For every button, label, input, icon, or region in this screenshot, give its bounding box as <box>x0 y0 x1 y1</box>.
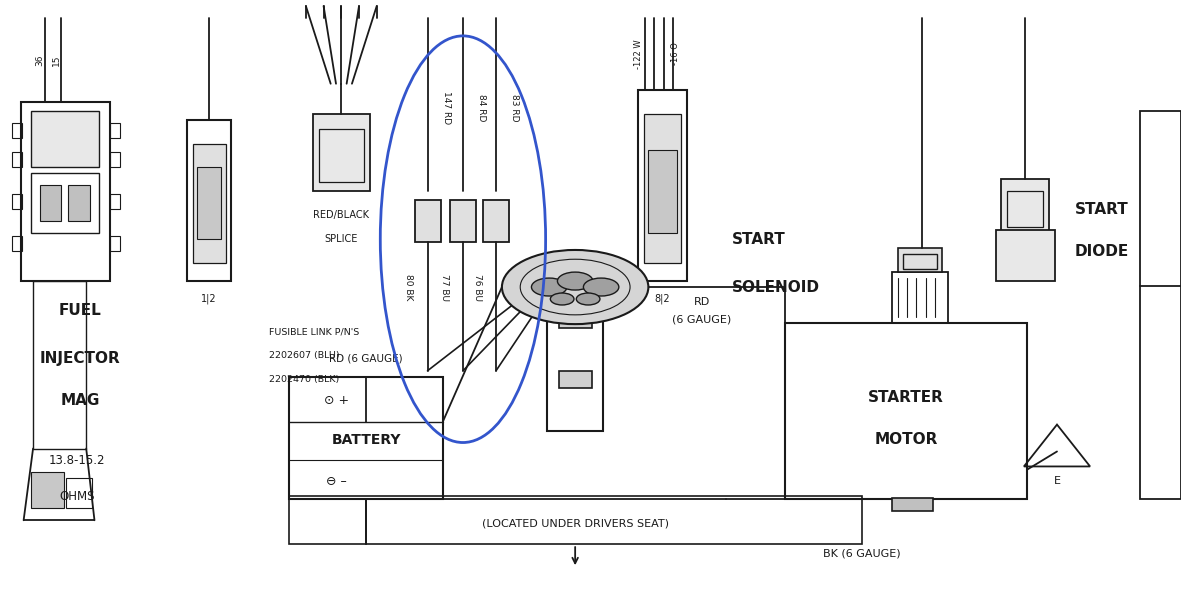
Circle shape <box>531 278 567 296</box>
Bar <box>892 272 948 323</box>
Bar <box>33 281 86 448</box>
Text: SOLENOID: SOLENOID <box>732 279 821 295</box>
Bar <box>110 152 120 167</box>
Text: ⊖ –: ⊖ – <box>326 475 347 488</box>
Text: 2202470 (BLK): 2202470 (BLK) <box>269 375 339 385</box>
Text: RD: RD <box>693 297 710 307</box>
Text: 80 BK: 80 BK <box>404 274 413 300</box>
Text: 77 BU: 77 BU <box>439 273 449 301</box>
Bar <box>1140 111 1181 499</box>
Bar <box>12 194 22 209</box>
Text: FUSIBLE LINK P/N'S: FUSIBLE LINK P/N'S <box>269 327 359 337</box>
Bar <box>648 150 677 233</box>
Text: 147 RD: 147 RD <box>442 91 451 124</box>
Text: RD (6 GAUGE): RD (6 GAUGE) <box>329 354 403 364</box>
Bar <box>559 371 592 388</box>
Text: 83 RD: 83 RD <box>510 94 520 121</box>
Text: BK (6 GAUGE): BK (6 GAUGE) <box>823 548 901 558</box>
Bar <box>559 311 592 328</box>
Bar <box>638 90 687 281</box>
Bar <box>785 323 1027 499</box>
Circle shape <box>550 293 574 305</box>
Bar <box>319 129 364 182</box>
Text: E: E <box>1053 477 1061 486</box>
Text: 13.8-15.2: 13.8-15.2 <box>48 454 105 467</box>
Text: 84 RD: 84 RD <box>477 94 487 121</box>
Text: -16 O: -16 O <box>671 42 680 65</box>
Text: 8|2: 8|2 <box>654 294 671 304</box>
Bar <box>40 185 61 221</box>
Text: MAG: MAG <box>60 393 100 408</box>
Bar <box>12 152 22 167</box>
Bar <box>644 114 681 263</box>
Circle shape <box>576 293 600 305</box>
Bar <box>547 275 603 431</box>
Bar <box>1007 191 1043 227</box>
Bar <box>187 120 231 281</box>
Bar <box>12 123 22 138</box>
Text: 2202607 (BLU): 2202607 (BLU) <box>269 351 340 361</box>
Bar <box>892 498 933 511</box>
Circle shape <box>502 250 648 324</box>
Text: 36: 36 <box>35 54 45 66</box>
Bar <box>996 230 1055 281</box>
Bar <box>110 123 120 138</box>
Text: FUEL: FUEL <box>59 303 102 319</box>
Text: START: START <box>732 231 787 247</box>
Text: RED/BLACK: RED/BLACK <box>313 210 370 220</box>
Circle shape <box>583 278 619 296</box>
Bar <box>197 167 221 239</box>
Text: 1|2: 1|2 <box>201 294 217 304</box>
Circle shape <box>557 272 593 290</box>
Text: START: START <box>1075 202 1129 217</box>
Bar <box>193 144 226 263</box>
Text: OHMS: OHMS <box>59 490 94 503</box>
Bar <box>12 236 22 251</box>
Bar <box>31 472 64 508</box>
Bar <box>289 377 443 499</box>
Bar <box>66 478 92 508</box>
Text: SPLICE: SPLICE <box>325 234 358 244</box>
Text: 15: 15 <box>52 54 61 66</box>
Bar <box>110 236 120 251</box>
Text: INJECTOR: INJECTOR <box>40 351 120 367</box>
Bar <box>110 194 120 209</box>
Bar <box>31 111 99 167</box>
Bar <box>898 248 942 272</box>
Bar <box>903 254 937 269</box>
Bar <box>313 114 370 191</box>
Text: ⊙ +: ⊙ + <box>324 394 350 407</box>
Text: DIODE: DIODE <box>1075 243 1129 259</box>
Bar <box>450 200 476 242</box>
Text: MOTOR: MOTOR <box>874 432 938 447</box>
Text: BATTERY: BATTERY <box>332 432 400 447</box>
Bar <box>289 496 862 544</box>
Bar <box>68 185 90 221</box>
Bar <box>415 200 441 242</box>
Bar <box>31 173 99 233</box>
Bar <box>21 102 110 281</box>
Bar <box>483 200 509 242</box>
Text: (6 GAUGE): (6 GAUGE) <box>672 315 731 325</box>
Text: 76 BU: 76 BU <box>472 273 482 301</box>
Text: STARTER: STARTER <box>868 390 944 405</box>
Text: (LOCATED UNDER DRIVERS SEAT): (LOCATED UNDER DRIVERS SEAT) <box>482 518 668 528</box>
Text: -122 W: -122 W <box>634 39 644 69</box>
Bar <box>1001 179 1049 233</box>
